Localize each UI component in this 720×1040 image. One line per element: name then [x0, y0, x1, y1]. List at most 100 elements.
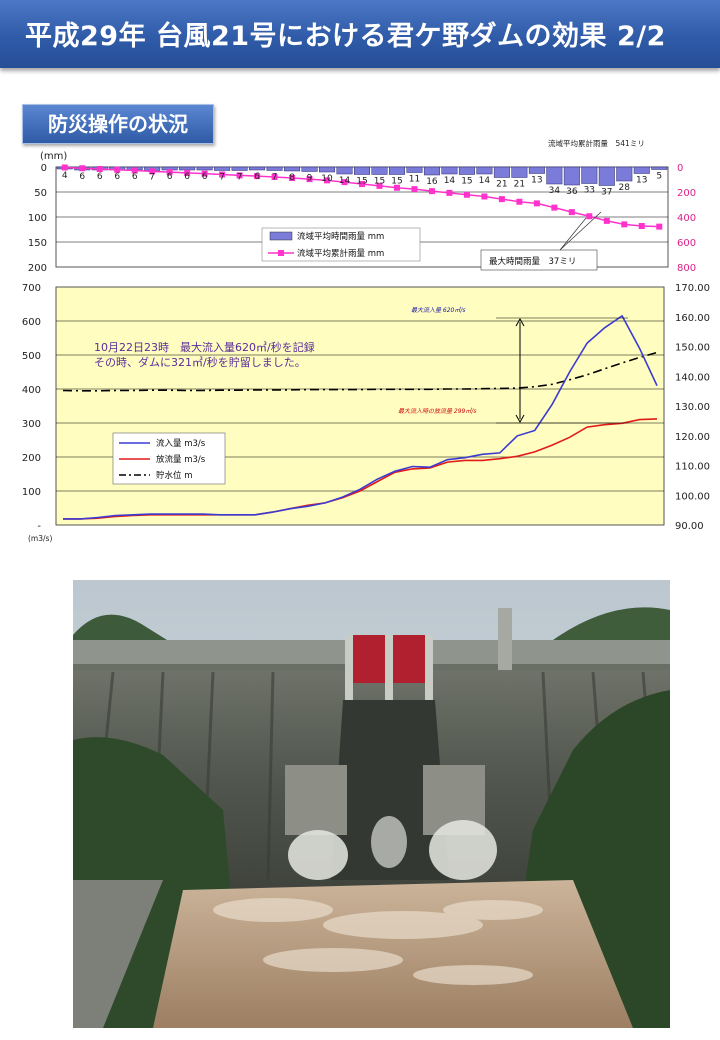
legend-hourly-label: 流域平均時間雨量 mm — [297, 231, 384, 242]
water-level-line — [62, 351, 658, 392]
cumulative-rain-point — [463, 191, 470, 198]
cumulative-rain-point — [376, 182, 383, 189]
rain-right-tick: 0 — [677, 163, 683, 174]
water-foam — [213, 898, 543, 985]
left-outlet-tower — [285, 765, 347, 835]
rain-left-tick: 50 — [34, 188, 47, 199]
flow-plot-area — [55, 286, 665, 526]
rain-bar-label: 13 — [636, 176, 647, 186]
rain-bar-label: 15 — [461, 177, 472, 187]
flow-left-tick: 300 — [22, 419, 41, 430]
legend-inflow-label: 流入量 m3/s — [156, 438, 206, 449]
cumulative-rain-point — [236, 172, 243, 179]
cumulative-rain-point — [324, 177, 331, 184]
rain-bar-label: 6 — [202, 172, 208, 182]
rain-bar-label: 13 — [531, 176, 542, 186]
rain-bar — [406, 166, 423, 173]
cumulative-rain-point — [114, 166, 121, 173]
cumulative-rain-point — [393, 184, 400, 191]
rain-bar — [563, 166, 580, 186]
rain-bar — [476, 166, 493, 175]
rain-bar-labels: 4 6 6 6 6 7 6 6 6 7 7 6 7 8 9 10 14 15 15 15 11 16 14 15 14 21 21 1… — [62, 171, 662, 198]
cumulative-rain-point — [131, 167, 138, 174]
flow-series — [62, 314, 658, 520]
rain-bar-label: 6 — [167, 172, 173, 182]
rain-cumulative-line — [61, 164, 663, 230]
rain-bar — [511, 166, 528, 178]
rain-bar — [371, 166, 388, 175]
rain-bar — [633, 166, 650, 174]
max-rain-box — [480, 249, 598, 271]
flow-right-tick: 160.00 — [675, 313, 710, 324]
rain-bar-label: 7 — [149, 173, 155, 183]
rain-bar — [284, 166, 301, 172]
flow-right-tick: 120.00 — [675, 432, 710, 443]
flow-left-tick: 700 — [22, 283, 41, 294]
rain-bar — [493, 166, 510, 178]
chute-spray — [371, 816, 407, 868]
rain-bar-label: 6 — [254, 172, 260, 182]
rain-bar-label: 6 — [114, 172, 120, 182]
cumulative-rain-point — [533, 200, 540, 207]
rain-bar-label: 16 — [426, 177, 438, 187]
peak-outflow-label: 最大流入時の放流量 299㎥/s — [398, 407, 477, 415]
rain-right-tick: 400 — [677, 213, 696, 224]
legend-cumulative-label: 流域平均累計雨量 mm — [297, 248, 384, 259]
rain-bar — [388, 166, 405, 175]
rain-bar-label: 37 — [601, 188, 612, 198]
cumulative-rain-point — [271, 174, 278, 180]
flow-right-tick: 90.00 — [675, 521, 704, 532]
rain-bar-label: 11 — [409, 175, 420, 185]
rain-bar — [319, 166, 336, 173]
cumulative-rain-point — [201, 170, 208, 177]
rain-legend: 流域平均時間雨量 mm 流域平均累計雨量 mm — [261, 227, 421, 262]
cumulative-rain-point — [149, 168, 156, 175]
flow-right-tick: 130.00 — [675, 402, 710, 413]
cumulative-rain-point — [219, 171, 226, 178]
cumulative-rain-point — [498, 196, 505, 203]
cumulative-rain-point — [306, 176, 313, 183]
flow-chart: 700 600 500 400 300 200 100 - 170.00 160.00 150.0… — [22, 283, 710, 543]
rain-bar-label: 5 — [656, 172, 662, 182]
cumulative-rain-point — [166, 169, 173, 176]
rain-bar-label: 7 — [237, 173, 243, 183]
rain-right-tick: 800 — [677, 263, 696, 274]
rain-left-tick: 150 — [28, 238, 47, 249]
cumulative-rain-point — [79, 165, 86, 172]
crest-tower — [498, 608, 512, 670]
title-bar: 平成29年 台風21号における君ケ野ダムの効果 2/2 — [0, 0, 720, 68]
rain-bar — [301, 166, 318, 172]
dam-photo-illustration — [73, 580, 670, 1028]
flow-left-tick: 600 — [22, 317, 41, 328]
rain-bar — [354, 166, 370, 175]
flow-left-tick: 500 — [22, 351, 41, 362]
rain-left-tick: 100 — [28, 213, 47, 224]
page-title: 平成29年 台風21号における君ケ野ダムの効果 2/2 — [25, 21, 666, 52]
rain-bar-label: 21 — [496, 180, 507, 190]
legend-cum-marker — [278, 250, 284, 256]
rain-bar-label: 14 — [339, 176, 351, 186]
rain-right-tick: 600 — [677, 238, 696, 249]
cumulative-rain-point — [96, 166, 103, 172]
cumulative-rain-point — [341, 179, 348, 186]
rain-bar — [179, 166, 196, 171]
flow-annotation-line1: 10月22日23時 最大流入量620㎥/秒を記録 — [94, 340, 315, 354]
rain-bar-label: 14 — [444, 176, 456, 186]
legend-water-label: 貯水位 m — [156, 470, 192, 481]
rain-right-axis: 0 200 400 600 800 — [677, 163, 696, 274]
rain-bar-label: 8 — [289, 173, 295, 183]
rain-bar-label: 15 — [356, 177, 367, 187]
rain-bar-label: 33 — [584, 186, 595, 196]
cumulative-rain-point — [516, 198, 523, 205]
flow-annotation-line2: その時、ダムに321㎥/秒を貯留しました。 — [94, 355, 306, 369]
rain-bar — [231, 166, 248, 171]
flow-right-tick: 110.00 — [675, 462, 710, 473]
rain-bar — [266, 166, 283, 171]
rain-bar — [441, 166, 458, 175]
rain-right-tick: 200 — [677, 188, 696, 199]
flow-gridlines — [56, 320, 664, 492]
legend-bar-swatch — [269, 231, 293, 241]
rain-bar — [598, 166, 615, 186]
flow-right-tick: 140.00 — [675, 372, 710, 383]
rain-bar-label: 6 — [132, 172, 138, 182]
